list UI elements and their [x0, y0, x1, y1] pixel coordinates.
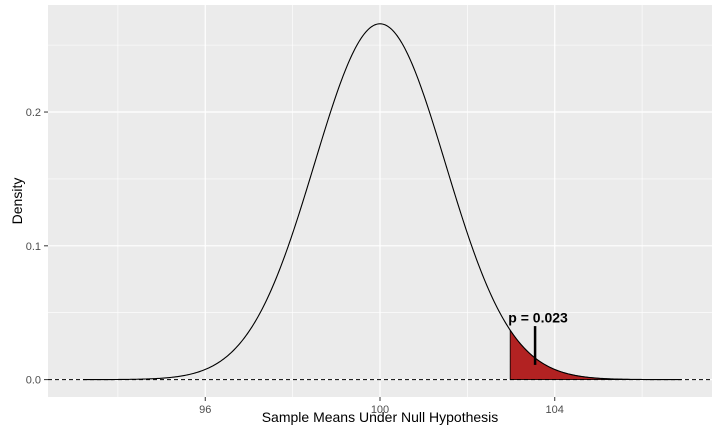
x-tick-label: 96 — [199, 404, 211, 416]
y-axis-title: Density — [9, 178, 25, 225]
y-axis-ticks: 0.0 0.1 0.2 — [26, 107, 48, 387]
y-tick-label: 0.0 — [26, 375, 41, 387]
p-value-annotation: p = 0.023 — [508, 309, 568, 325]
y-tick-label: 0.2 — [26, 107, 41, 119]
x-tick-label: 104 — [546, 404, 564, 416]
x-axis-title: Sample Means Under Null Hypothesis — [262, 409, 499, 425]
density-curve — [82, 23, 682, 381]
x-tick-label: 100 — [371, 404, 389, 416]
y-tick-label: 0.1 — [26, 241, 41, 253]
x-axis-ticks: 96 100 104 — [199, 397, 564, 416]
